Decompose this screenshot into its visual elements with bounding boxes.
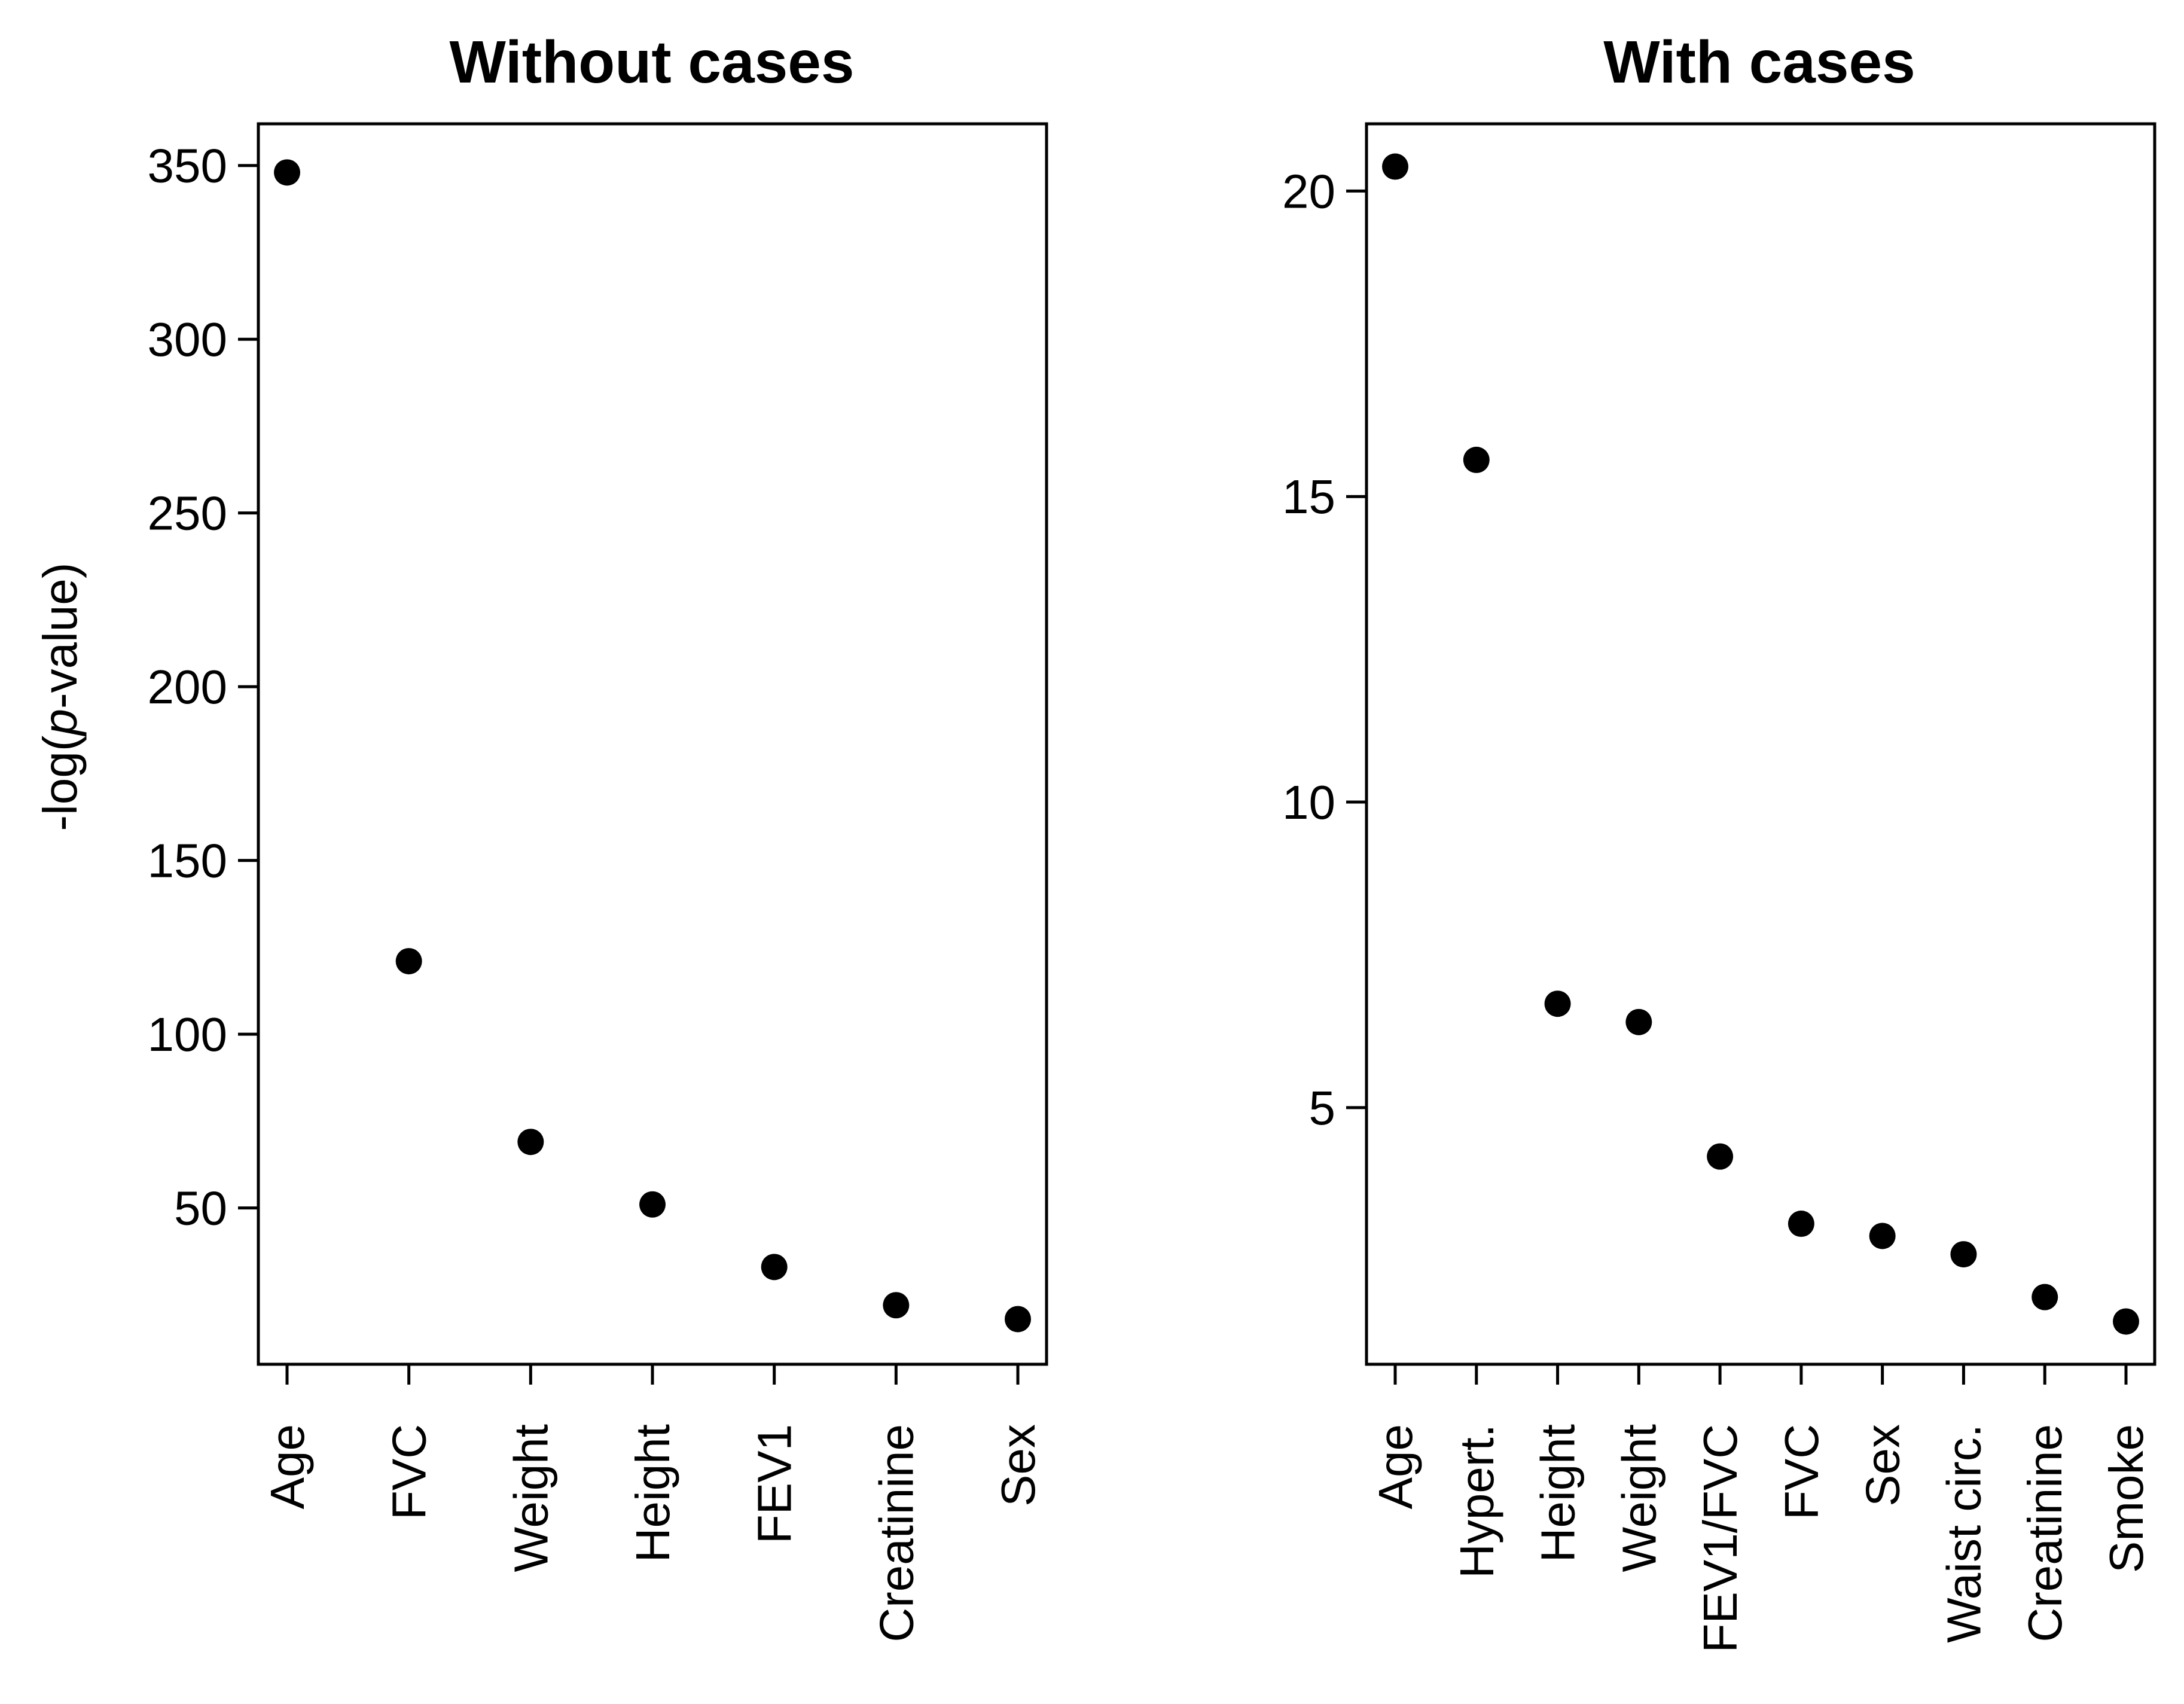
x-category-label: FEV1/FVC (1694, 1424, 1747, 1653)
x-category-label: Waist circ. (1937, 1424, 1990, 1643)
y-tick-label: 100 (148, 1008, 227, 1061)
y-tick-label: 300 (148, 313, 227, 366)
ticks-layer: 50 100 150 200 250 300 350 Age FVC Weight Height FE… (148, 139, 1045, 1642)
data-point (883, 1292, 910, 1319)
x-category-label: Age (261, 1424, 314, 1509)
data-point (1788, 1211, 1814, 1237)
points-layer (274, 159, 1031, 1333)
data-point (1707, 1143, 1734, 1170)
x-category-label: FVC (1775, 1424, 1828, 1520)
x-category-label: FEV1 (748, 1424, 801, 1544)
y-tick-label: 10 (1282, 776, 1335, 829)
data-point (274, 159, 300, 186)
data-point (1869, 1223, 1896, 1249)
panel-title: Without cases (449, 29, 854, 96)
x-category-label: Weight (504, 1424, 557, 1572)
panel-without-cases: Without cases -log(p-value) 50 100 150 200 2… (33, 29, 1048, 1642)
x-category-label: Sex (992, 1424, 1045, 1507)
y-tick-label: 5 (1309, 1081, 1336, 1135)
y-tick-label: 50 (174, 1182, 227, 1235)
y-tick-label: 200 (148, 660, 227, 714)
x-category-label: Sex (1856, 1424, 1910, 1507)
y-axis-label: -log(p-value) (33, 562, 87, 831)
y-tick-label: 350 (148, 139, 227, 193)
y-tick-label: 250 (148, 487, 227, 540)
data-point (639, 1191, 666, 1218)
data-point (1005, 1306, 1031, 1333)
x-category-label: FVC (383, 1424, 436, 1520)
panel-with-cases: With cases 5 10 15 20 Age Hypert. Height Weight… (1282, 29, 2156, 1653)
y-tick-label: 20 (1282, 164, 1335, 218)
data-point (517, 1129, 544, 1156)
x-category-label: Creatinine (2018, 1424, 2072, 1642)
data-point (2032, 1284, 2058, 1310)
data-point (395, 948, 422, 975)
x-category-label: Age (1369, 1424, 1422, 1509)
x-category-label: Smoke (2100, 1424, 2153, 1573)
data-point (1544, 990, 1571, 1017)
data-point (761, 1254, 788, 1281)
data-point (1382, 153, 1408, 180)
points-layer (1382, 153, 2139, 1335)
y-tick-label: 15 (1282, 470, 1335, 523)
x-category-label: Weight (1612, 1424, 1666, 1572)
plot-frame (1365, 122, 2156, 1366)
x-category-label: Creatinine (870, 1424, 923, 1642)
ticks-layer: 5 10 15 20 Age Hypert. Height Weight FEV1/FVC FVC… (1282, 164, 2153, 1653)
x-category-label: Hypert. (1450, 1424, 1503, 1578)
data-point (2113, 1308, 2139, 1335)
data-point (1463, 446, 1490, 473)
data-point (1625, 1008, 1652, 1035)
y-tick-label: 150 (148, 834, 227, 888)
data-point (1950, 1241, 1977, 1268)
panel-title: With cases (1603, 29, 1915, 96)
x-category-label: Height (1532, 1424, 1585, 1562)
x-category-label: Height (626, 1424, 679, 1562)
